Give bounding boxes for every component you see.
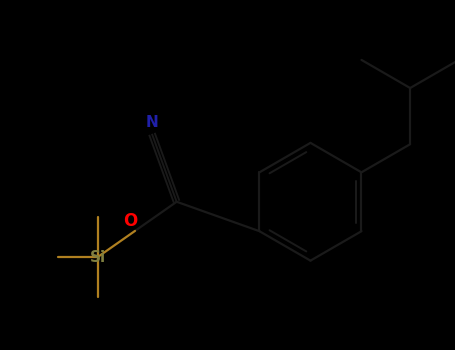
Text: O: O [124, 212, 138, 230]
Text: N: N [146, 114, 158, 130]
Text: Si: Si [90, 250, 106, 265]
